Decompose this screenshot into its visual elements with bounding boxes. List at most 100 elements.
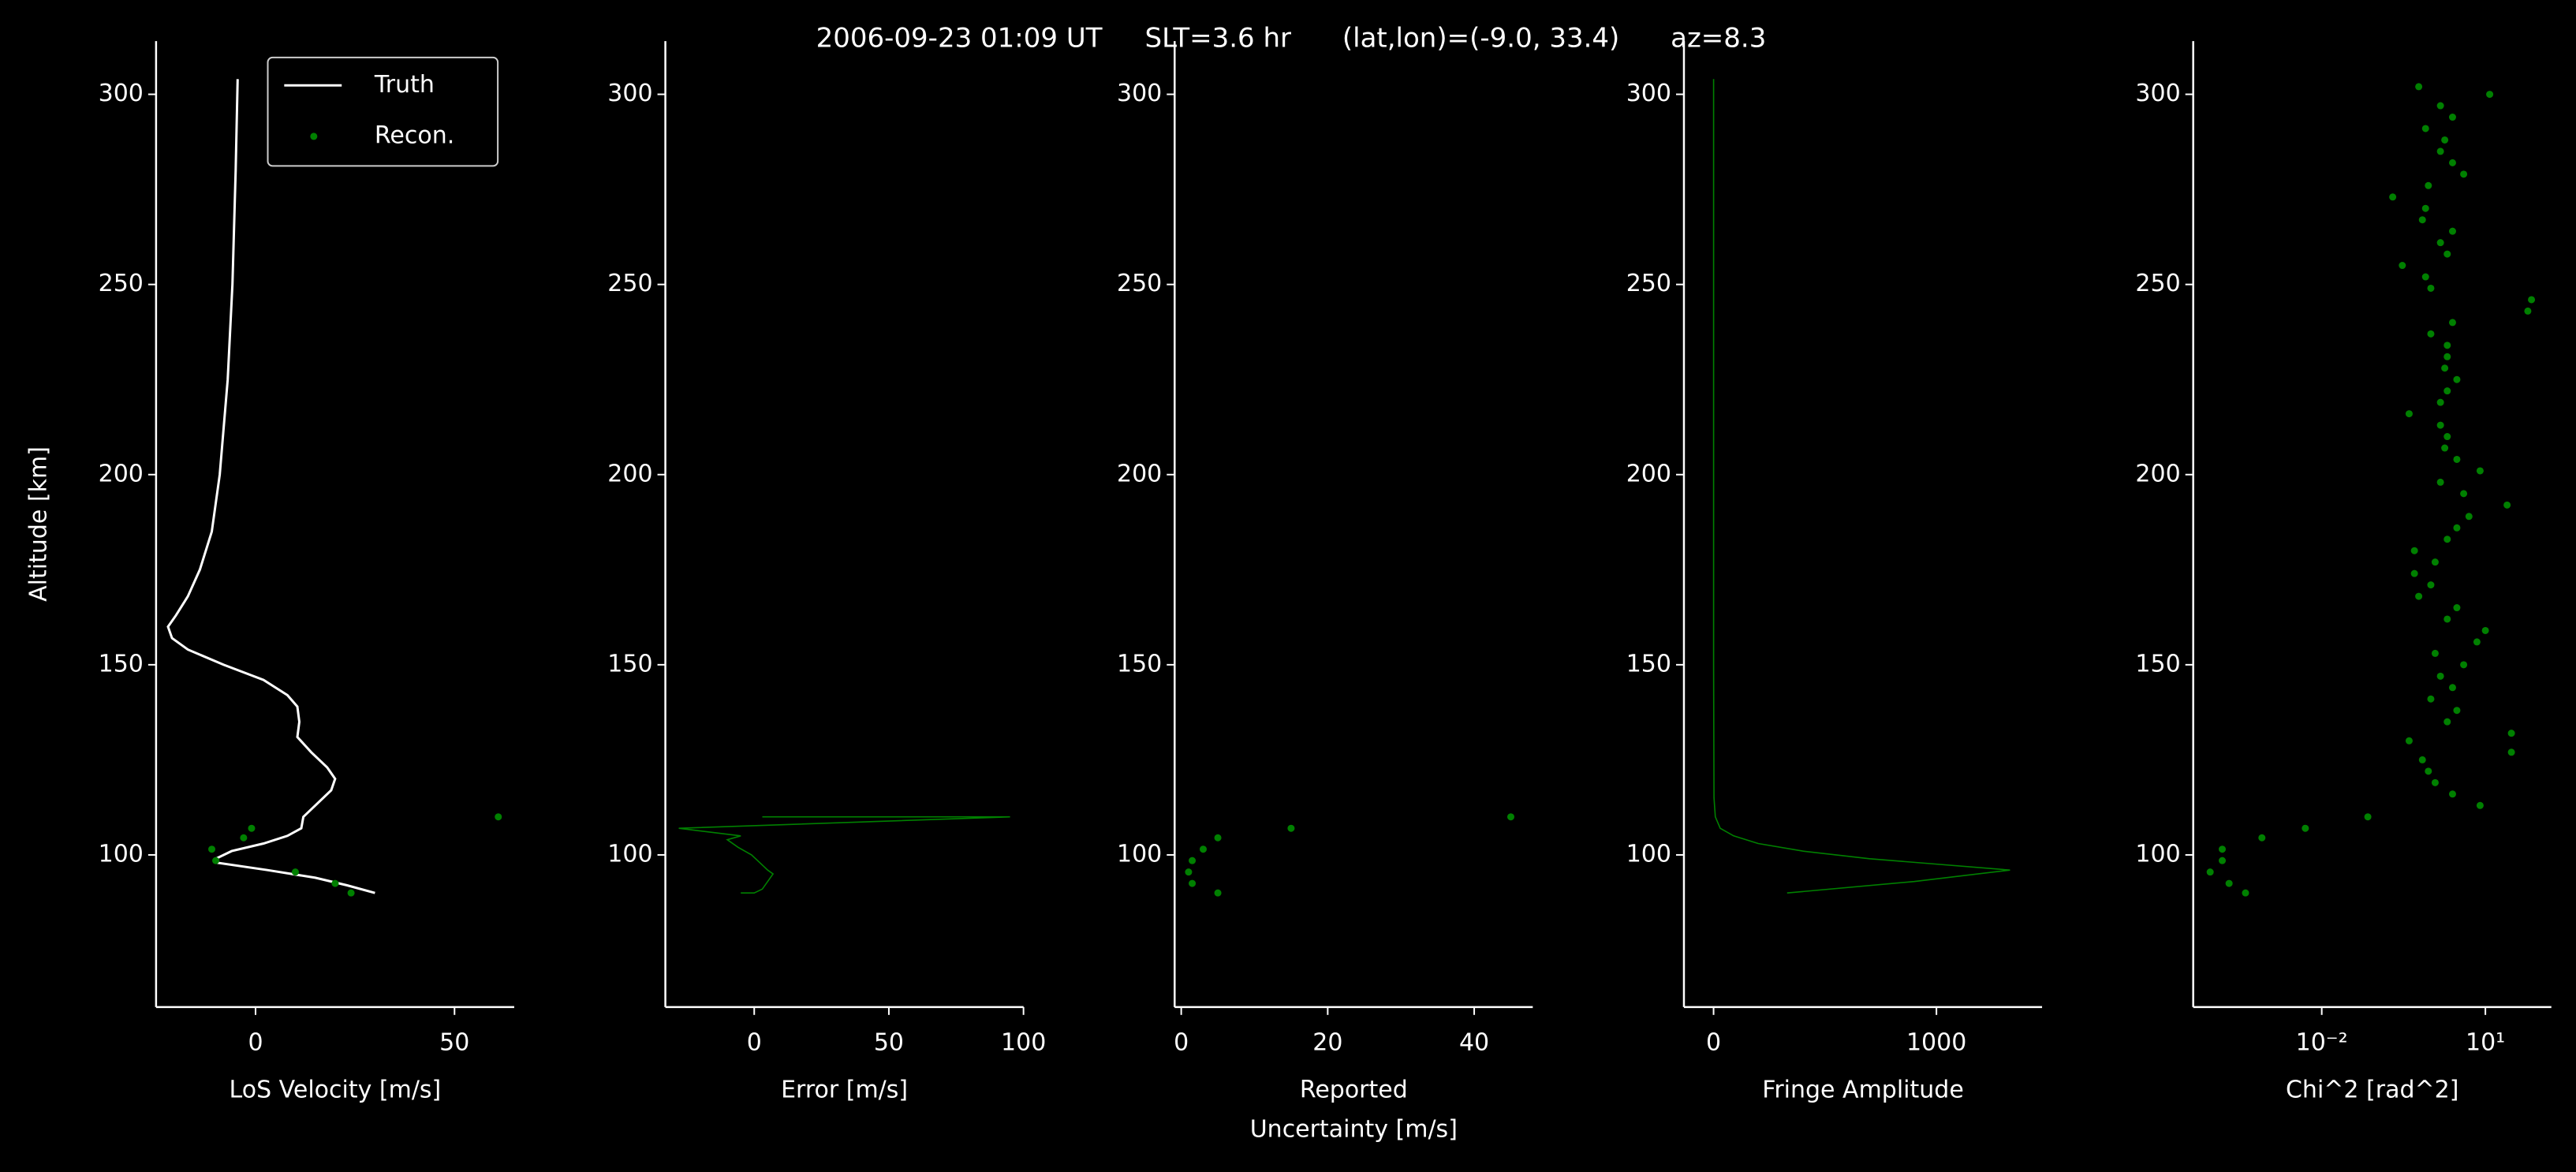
data-point [1287, 824, 1295, 832]
x-tick-label: 20 [1312, 1028, 1342, 1056]
data-point [2481, 626, 2489, 634]
data-point [2436, 478, 2444, 486]
y-tick-label: 100 [1626, 840, 1671, 868]
data-point [2507, 730, 2515, 737]
data-point [208, 845, 216, 853]
data-point [2448, 227, 2456, 235]
data-point [2486, 91, 2494, 99]
data-point [2425, 181, 2432, 189]
data-point [2436, 398, 2444, 406]
data-point [1506, 813, 1514, 821]
data-point [2427, 330, 2435, 338]
data-point [2425, 767, 2432, 775]
data-point [331, 879, 339, 887]
x-tick-label: 50 [874, 1028, 904, 1056]
x-tick-label: 100 [1001, 1028, 1046, 1056]
data-point [2460, 170, 2468, 178]
data-point [2431, 649, 2439, 657]
data-point [2302, 824, 2309, 832]
y-tick-label: 250 [1117, 270, 1162, 297]
data-point [2436, 421, 2444, 429]
y-tick-label: 200 [1626, 460, 1671, 487]
profile-line [166, 79, 375, 894]
data-point [248, 824, 256, 832]
data-point [2460, 661, 2468, 669]
y-tick-label: 300 [1117, 80, 1162, 107]
y-tick-label: 300 [1626, 80, 1671, 107]
data-point [2448, 114, 2456, 121]
data-point [2453, 455, 2461, 463]
data-point [2405, 737, 2413, 745]
data-point [2441, 364, 2449, 372]
data-point [495, 813, 502, 821]
data-point [2507, 748, 2515, 756]
data-point [2427, 284, 2435, 292]
y-tick-label: 250 [1626, 270, 1671, 297]
y-tick-label: 100 [2135, 840, 2180, 868]
x-tick-label: 0 [747, 1028, 762, 1056]
data-point [2410, 547, 2418, 554]
data-point [2476, 801, 2484, 809]
data-point [2465, 513, 2473, 521]
y-tick-label: 200 [2135, 460, 2180, 487]
data-point [1185, 868, 1193, 876]
data-point [2415, 83, 2423, 91]
data-point [2219, 857, 2227, 864]
data-point [2448, 790, 2456, 798]
data-point [2453, 604, 2461, 612]
y-tick-label: 200 [1117, 460, 1162, 487]
y-tick-label: 300 [607, 80, 652, 107]
x-axis-label: Reported [1300, 1077, 1408, 1104]
y-tick-label: 200 [99, 460, 144, 487]
legend-marker [310, 133, 318, 140]
y-tick-label: 150 [1626, 650, 1671, 677]
y-tick-label: 150 [2135, 650, 2180, 677]
y-tick-label: 250 [99, 270, 144, 297]
legend-label: Truth [374, 71, 435, 99]
figure-title: 2006-09-23 01:09 UT SLT=3.6 hr (lat,lon)… [816, 23, 1767, 54]
data-point [2441, 136, 2449, 144]
data-point [2448, 684, 2456, 692]
data-point [2427, 695, 2435, 703]
legend-label: Recon. [375, 121, 454, 149]
data-point [2436, 239, 2444, 247]
data-point [2258, 834, 2266, 842]
y-tick-label: 300 [99, 80, 144, 107]
x-axis-label: Fringe Amplitude [1762, 1077, 1964, 1104]
data-point [2389, 193, 2397, 201]
data-point [2443, 342, 2451, 349]
data-point [291, 868, 299, 876]
x-tick-label: 1000 [1906, 1028, 1966, 1056]
data-point [2443, 387, 2451, 395]
data-point [212, 857, 220, 864]
x-axis-label: Error [m/s] [781, 1077, 908, 1104]
y-axis-label: Altitude [km] [25, 446, 53, 602]
y-tick-label: 250 [2135, 270, 2180, 297]
y-tick-label: 300 [2135, 80, 2180, 107]
data-point [2453, 375, 2461, 383]
y-tick-label: 250 [607, 270, 652, 297]
data-point [2453, 524, 2461, 532]
x-tick-label: 0 [1706, 1028, 1721, 1056]
data-point [2431, 558, 2439, 566]
data-point [2364, 813, 2372, 821]
data-point [2443, 536, 2451, 543]
data-point [2225, 879, 2233, 887]
data-point [2410, 569, 2418, 577]
data-point [2427, 581, 2435, 589]
data-point [2436, 672, 2444, 680]
data-point [2421, 273, 2429, 281]
data-point [2448, 159, 2456, 166]
data-point [1199, 845, 1207, 853]
data-point [2418, 216, 2426, 224]
x-tick-label: 50 [439, 1028, 469, 1056]
x-axis-label: Uncertainty [m/s] [1250, 1116, 1458, 1144]
data-point [2421, 125, 2429, 133]
x-tick-label: 10⁻² [2296, 1028, 2348, 1056]
data-point [2443, 433, 2451, 441]
data-point [1214, 889, 1222, 897]
y-tick-label: 100 [607, 840, 652, 868]
data-point [2443, 250, 2451, 258]
data-point [2460, 490, 2468, 498]
